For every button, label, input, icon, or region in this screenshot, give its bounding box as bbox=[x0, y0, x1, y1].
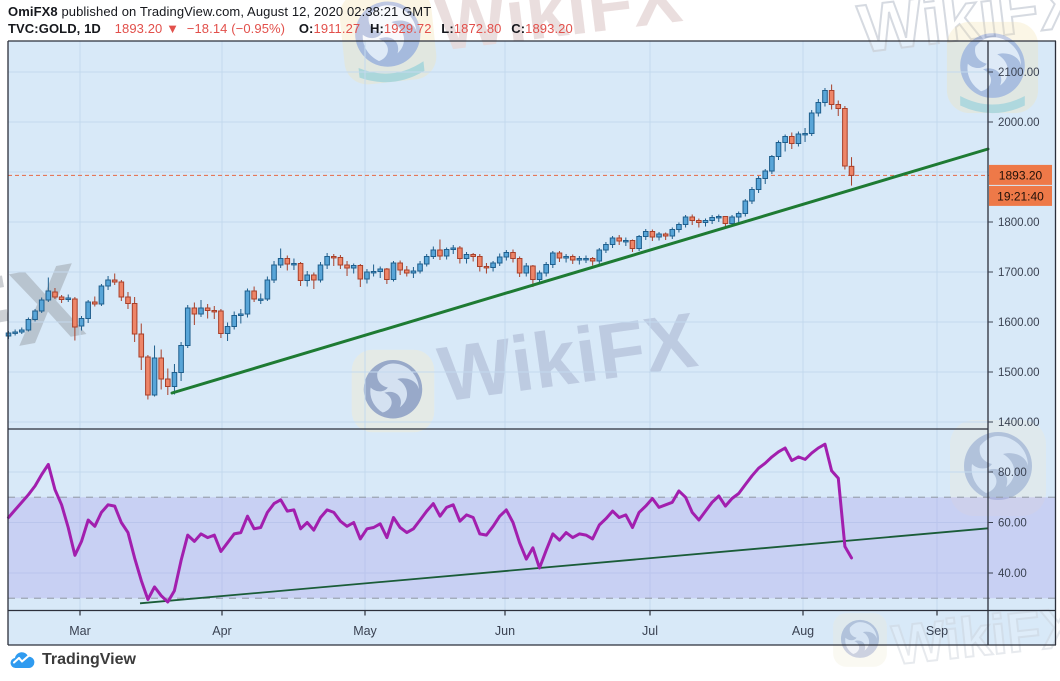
symbol-legend: TVC:GOLD, 1D 1893.20 ▼ −18.14 (−0.95%) O… bbox=[8, 21, 573, 36]
time-axis[interactable]: Mar Apr May Jun Jul Aug Sep bbox=[69, 610, 948, 639]
svg-text:2000.00: 2000.00 bbox=[998, 117, 1040, 129]
pane-borders bbox=[7, 40, 1057, 646]
price-trendline[interactable] bbox=[170, 147, 990, 395]
svg-text:Jun: Jun bbox=[495, 624, 515, 638]
gridlines bbox=[8, 41, 988, 611]
countdown-badge: 19:21:40 bbox=[989, 185, 1052, 206]
publish-info: published on TradingView.com, August 12,… bbox=[57, 4, 432, 19]
price-change: −18.14 (−0.95%) bbox=[186, 21, 286, 36]
svg-text:Mar: Mar bbox=[69, 624, 91, 638]
chart-background bbox=[8, 41, 1056, 645]
svg-text:19:21:40: 19:21:40 bbox=[997, 189, 1044, 203]
tradingview-brand-link[interactable]: TradingView bbox=[10, 651, 136, 669]
close-value: 1893.20 bbox=[525, 21, 573, 36]
svg-text:Sep: Sep bbox=[926, 624, 948, 638]
author-name: OmiFX8 bbox=[8, 4, 58, 19]
svg-text:Apr: Apr bbox=[212, 624, 231, 638]
down-arrow-icon: ▼ bbox=[166, 21, 180, 36]
tradingview-logo-icon bbox=[10, 651, 35, 668]
svg-text:80.00: 80.00 bbox=[998, 467, 1027, 479]
close-label: C: bbox=[511, 21, 526, 36]
last-price: 1893.20 bbox=[114, 21, 163, 36]
publish-line: OmiFX8 published on TradingView.com, Aug… bbox=[8, 4, 431, 19]
svg-text:1600.00: 1600.00 bbox=[998, 317, 1040, 329]
high-label: H: bbox=[369, 21, 384, 36]
high-value: 1929.72 bbox=[383, 21, 432, 36]
rsi-line bbox=[7, 442, 853, 604]
svg-text:40.00: 40.00 bbox=[998, 568, 1027, 580]
price-axis[interactable]: 2100.00 2000.00 1800.00 1700.00 1600.00 1500.… bbox=[988, 67, 1040, 580]
low-label: L: bbox=[441, 21, 454, 36]
svg-text:1800.00: 1800.00 bbox=[998, 217, 1040, 229]
svg-text:1893.20: 1893.20 bbox=[999, 168, 1043, 182]
svg-text:Aug: Aug bbox=[792, 624, 814, 638]
svg-text:60.00: 60.00 bbox=[998, 518, 1027, 530]
low-value: 1872.80 bbox=[453, 21, 502, 36]
svg-text:2100.00: 2100.00 bbox=[998, 67, 1040, 79]
open-label: O: bbox=[298, 21, 314, 36]
open-value: 1911.27 bbox=[313, 21, 361, 36]
svg-text:Jul: Jul bbox=[642, 624, 658, 638]
tradingview-brand-label: TradingView bbox=[42, 651, 136, 668]
svg-text:1400.00: 1400.00 bbox=[998, 417, 1040, 429]
symbol-interval: TVC:GOLD, 1D bbox=[8, 21, 101, 36]
svg-text:1500.00: 1500.00 bbox=[998, 367, 1040, 379]
svg-text:May: May bbox=[353, 624, 377, 638]
last-price-badge: 1893.20 bbox=[989, 164, 1052, 185]
candles-layer bbox=[5, 84, 855, 400]
rsi-trendline[interactable] bbox=[139, 527, 989, 605]
svg-text:1700.00: 1700.00 bbox=[998, 267, 1040, 279]
